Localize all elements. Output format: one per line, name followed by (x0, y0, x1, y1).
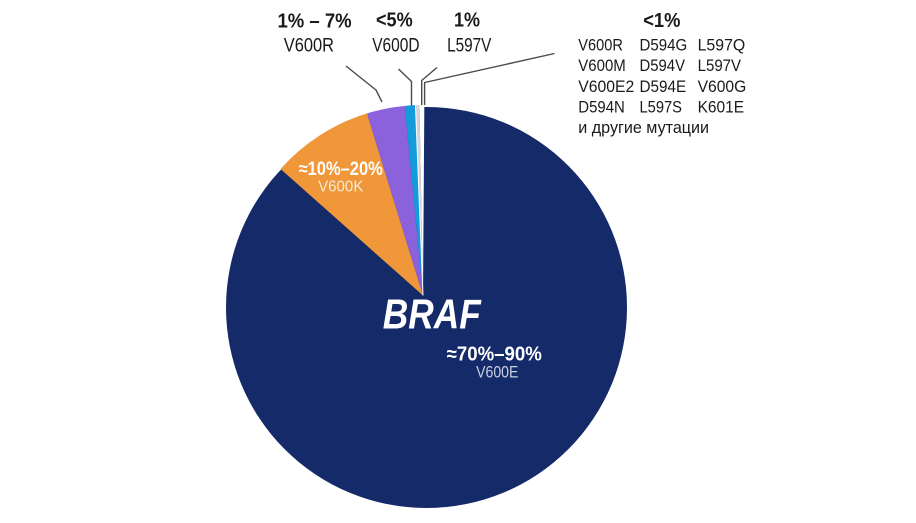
svg-text:V600E: V600E (476, 364, 518, 382)
svg-text:V600G: V600G (698, 77, 747, 96)
svg-text:≈10%–20%: ≈10%–20% (299, 159, 383, 180)
svg-text:1% – 7%: 1% – 7% (278, 10, 352, 32)
svg-text:V600D: V600D (372, 35, 419, 56)
svg-text:L597V: L597V (447, 35, 492, 56)
svg-text:D594G: D594G (640, 35, 688, 54)
svg-text:V600M: V600M (578, 56, 626, 75)
svg-text:L597Q: L597Q (698, 35, 746, 54)
svg-text:L597V: L597V (698, 56, 742, 75)
svg-text:V600R: V600R (578, 35, 623, 54)
svg-text:V600E2: V600E2 (578, 77, 634, 96)
svg-text:D594N: D594N (578, 98, 625, 117)
svg-text:1%: 1% (454, 10, 480, 32)
svg-text:<5%: <5% (376, 10, 413, 32)
svg-text:D594V: D594V (640, 56, 686, 75)
svg-text:K601E: K601E (698, 98, 745, 117)
svg-text:D594E: D594E (640, 77, 687, 96)
svg-text:<1%: <1% (643, 10, 680, 32)
svg-text:BRAF: BRAF (383, 290, 482, 337)
svg-text:≈70%–90%: ≈70%–90% (447, 343, 542, 365)
svg-text:V600R: V600R (284, 35, 334, 56)
svg-text:V600K: V600K (318, 179, 364, 196)
svg-text:и другие мутации: и другие мутации (578, 118, 709, 137)
svg-text:L597S: L597S (640, 98, 683, 117)
